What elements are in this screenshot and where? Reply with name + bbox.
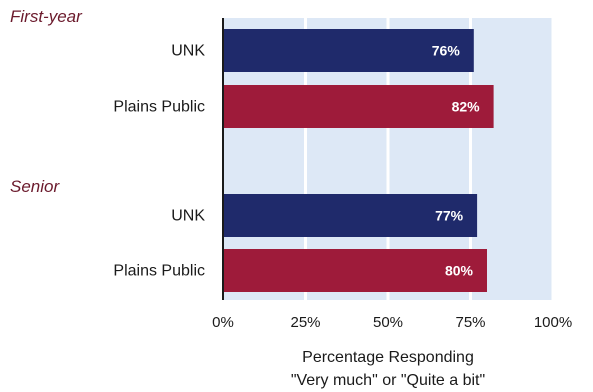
group-label: Senior [10, 177, 60, 196]
x-tick-label: 50% [373, 314, 403, 331]
data-label: 80% [445, 263, 474, 279]
category-label: Plains Public [113, 263, 205, 280]
x-axis-ticks: 0% 25% 50% 75% 100% [212, 314, 572, 331]
x-axis-title-line1: Percentage Responding [302, 349, 474, 366]
x-tick-label: 25% [290, 314, 320, 331]
category-label: UNK [171, 43, 205, 60]
data-label: 82% [452, 99, 481, 115]
x-axis-title-line2: "Very much" or "Quite a bit" [291, 372, 485, 389]
bar [224, 194, 478, 237]
bar [224, 85, 494, 128]
group-label: First-year [10, 7, 83, 26]
data-label: 77% [435, 208, 464, 224]
x-tick-label: 100% [534, 314, 572, 331]
labels-layer: First-year UNK 76% Plains Public 82% Senior UN… [10, 7, 480, 280]
data-label: 76% [432, 43, 461, 59]
category-label: UNK [171, 208, 205, 225]
x-tick-label: 0% [212, 314, 234, 331]
category-label: Plains Public [113, 99, 205, 116]
bars-layer [224, 29, 494, 292]
x-tick-label: 75% [455, 314, 485, 331]
bar [224, 249, 487, 292]
bar [224, 29, 474, 72]
